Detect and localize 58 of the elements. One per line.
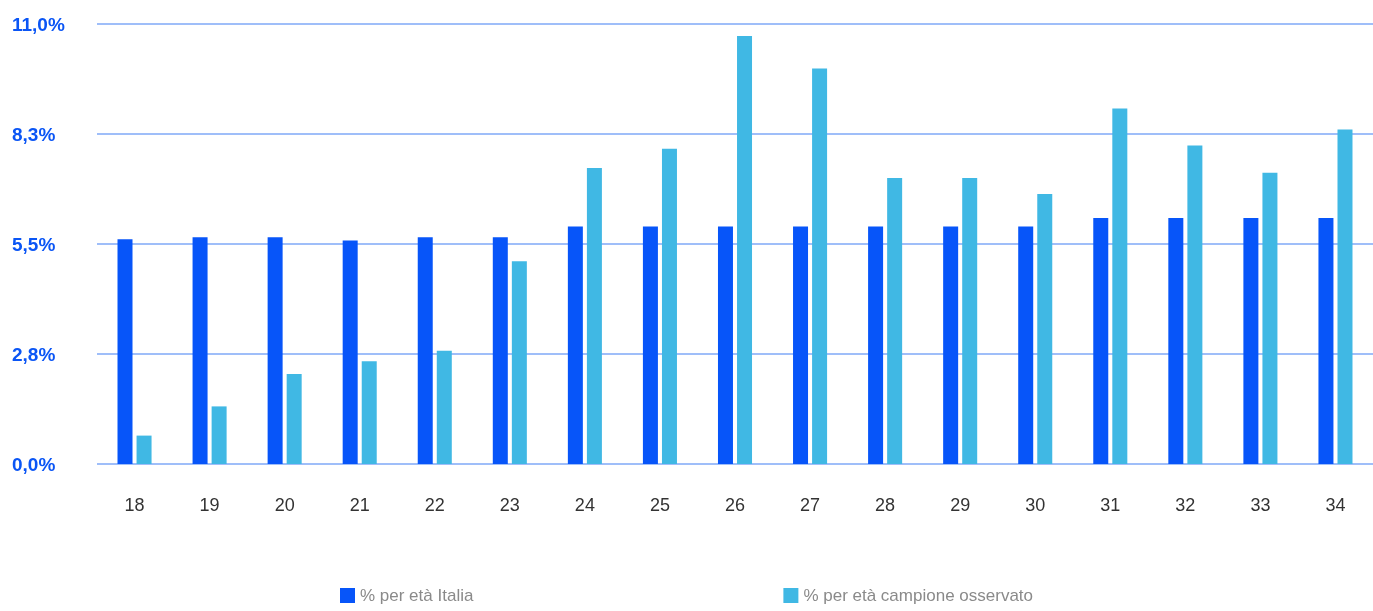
x-tick-label: 18: [124, 495, 145, 515]
bar: [211, 406, 227, 464]
x-tick-label: 22: [424, 495, 445, 515]
y-tick-label: 5,5%: [12, 233, 56, 255]
y-tick-label: 11,0%: [12, 13, 65, 35]
bar: [1318, 218, 1334, 464]
bar: [492, 237, 508, 464]
x-tick-label: 28: [875, 495, 896, 515]
y-tick-label: 0,0%: [12, 453, 56, 475]
x-tick-label: 29: [950, 495, 971, 515]
bar: [661, 148, 677, 464]
bar: [793, 226, 809, 464]
x-tick-label: 23: [499, 495, 520, 515]
x-tick-label: 34: [1325, 495, 1346, 515]
bar: [586, 168, 602, 464]
bar: [436, 350, 452, 464]
bar: [943, 226, 959, 464]
bar: [812, 68, 828, 464]
x-tick-label: 31: [1100, 495, 1121, 515]
bar: [136, 435, 152, 464]
bar: [1337, 129, 1353, 464]
y-tick-label: 8,3%: [12, 123, 56, 145]
bar: [361, 361, 377, 464]
bar: [286, 374, 302, 464]
x-tick-label: 30: [1025, 495, 1046, 515]
bar: [1262, 172, 1278, 464]
bar: [511, 261, 527, 464]
bar: [117, 239, 133, 464]
bar: [1243, 218, 1259, 464]
bar: [642, 226, 658, 464]
x-tick-label: 19: [199, 495, 220, 515]
bar: [342, 240, 358, 464]
x-tick-label: 27: [800, 495, 821, 515]
bar: [417, 237, 433, 464]
x-tick-label: 20: [274, 495, 295, 515]
x-tick-label: 33: [1250, 495, 1271, 515]
bar: [962, 178, 978, 464]
bar: [192, 237, 208, 464]
bar: [267, 237, 283, 464]
x-tick-label: 32: [1175, 495, 1196, 515]
bar: [1112, 108, 1128, 464]
legend-label: % per età campione osservato: [803, 586, 1034, 605]
bar: [1168, 218, 1184, 464]
bar: [868, 226, 884, 464]
x-tick-label: 26: [724, 495, 746, 515]
bar: [1093, 218, 1109, 464]
bar: [567, 226, 583, 464]
legend-label: % per età Italia: [359, 586, 474, 605]
bar: [717, 226, 733, 464]
bar: [1037, 194, 1053, 464]
y-tick-label: 2,8%: [12, 343, 56, 365]
bar: [887, 178, 903, 464]
x-tick-label: 24: [574, 495, 595, 515]
bar: [1187, 145, 1203, 464]
bar: [737, 36, 753, 464]
x-tick-label: 25: [649, 495, 670, 515]
x-tick-label: 21: [349, 495, 370, 515]
bar: [1018, 226, 1034, 464]
